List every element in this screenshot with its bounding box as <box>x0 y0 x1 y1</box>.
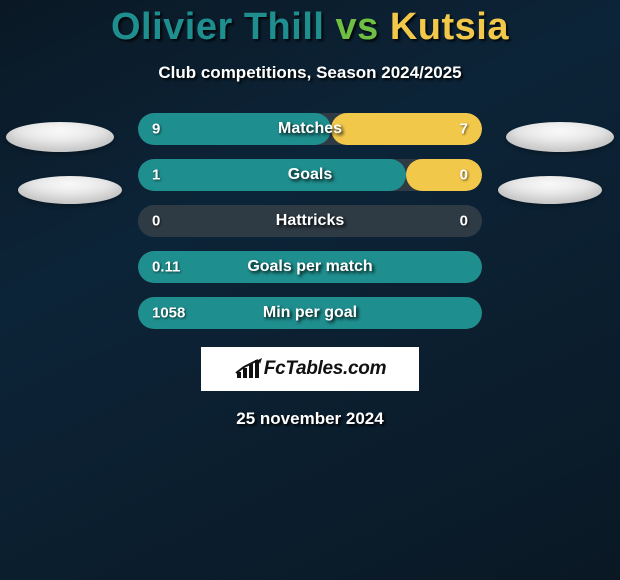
stat-value-player1: 1058 <box>152 305 185 322</box>
stat-value-player2: 0 <box>460 167 468 184</box>
chart-icon <box>234 358 262 380</box>
stat-value-player1: 9 <box>152 121 160 138</box>
decoration-oval <box>506 122 614 152</box>
player1-name: Olivier Thill <box>111 6 324 48</box>
decoration-oval <box>6 122 114 152</box>
brand-text: FcTables.com <box>264 358 386 380</box>
comparison-card: Olivier Thill vs Kutsia Club competition… <box>0 0 620 429</box>
stat-row: 1058 Min per goal <box>138 297 482 329</box>
stat-value-player1: 0 <box>152 213 160 230</box>
stat-fill-player1 <box>138 159 406 191</box>
subtitle: Club competitions, Season 2024/2025 <box>0 63 620 83</box>
stat-fill-player2 <box>406 159 482 191</box>
stat-label: Goals <box>288 166 332 184</box>
stat-row: 0 0 Hattricks <box>138 205 482 237</box>
player2-name: Kutsia <box>390 6 509 48</box>
stat-row: 9 7 Matches <box>138 113 482 145</box>
stat-label: Hattricks <box>276 212 344 230</box>
decoration-oval <box>18 176 122 204</box>
decoration-oval <box>498 176 602 204</box>
vs-label: vs <box>336 6 379 48</box>
stat-value-player2: 7 <box>460 121 468 138</box>
date-label: 25 november 2024 <box>0 409 620 429</box>
brand-box[interactable]: FcTables.com <box>201 347 419 391</box>
stat-row: 0.11 Goals per match <box>138 251 482 283</box>
stats-list: 9 7 Matches 1 0 Goals 0 0 Hattricks 0.11 Goals per… <box>138 113 482 329</box>
stat-label: Min per goal <box>263 304 357 322</box>
stat-label: Matches <box>278 120 342 138</box>
stat-value-player1: 0.11 <box>152 259 180 276</box>
stat-value-player2: 0 <box>460 213 468 230</box>
stat-row: 1 0 Goals <box>138 159 482 191</box>
stat-value-player1: 1 <box>152 167 160 184</box>
stat-label: Goals per match <box>247 258 372 276</box>
page-title: Olivier Thill vs Kutsia <box>0 0 620 49</box>
